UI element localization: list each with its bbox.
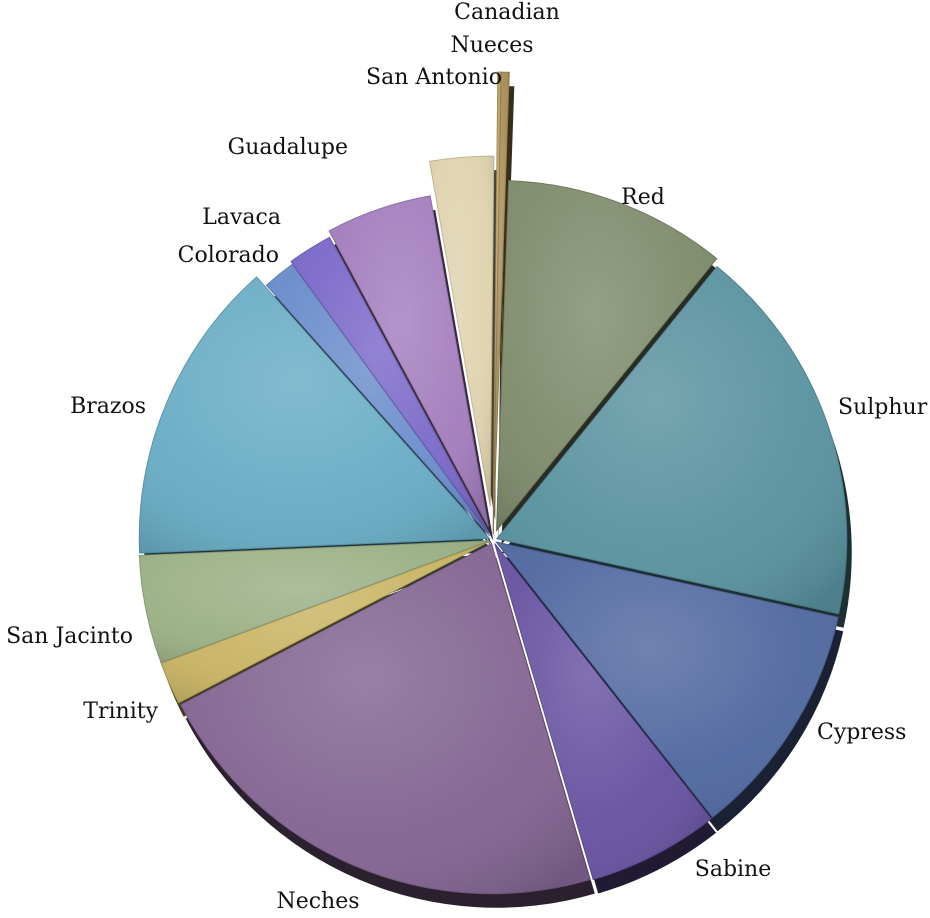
slice-gloss-sulphur	[496, 266, 847, 614]
slice-gloss-trinity	[161, 541, 490, 703]
label-san-antonio: San Antonio	[366, 65, 502, 90]
slice-gloss-red	[496, 180, 717, 531]
label-sabine: Sabine	[695, 857, 772, 882]
slice-gloss-san-antonio	[429, 156, 494, 507]
slice-gloss-canadian	[493, 72, 510, 534]
label-neches: Neches	[276, 889, 359, 914]
label-nueces: Nueces	[450, 33, 533, 58]
label-lavaca: Lavaca	[202, 205, 281, 230]
slices	[138, 71, 848, 895]
label-brazos: Brazos	[70, 394, 146, 419]
slice-gloss-lavaca	[291, 237, 489, 534]
label-colorado: Colorado	[178, 243, 279, 268]
slice-gloss-cypress	[496, 542, 839, 818]
label-san-jacinto: San Jacinto	[6, 624, 133, 649]
slice-gloss-san-jacinto	[139, 540, 490, 663]
label-guadalupe: Guadalupe	[228, 135, 348, 160]
label-sulphur: Sulphur	[838, 395, 928, 420]
slice-gloss-sabine	[494, 543, 712, 880]
label-red: Red	[621, 185, 665, 210]
slice-labels: Red Sulphur Cypress Sabine Neches Trinity San …	[6, 0, 928, 914]
slice-gloss-guadalupe	[329, 195, 489, 527]
label-canadian: Canadian	[454, 0, 560, 25]
label-cypress: Cypress	[817, 720, 906, 745]
slice-gloss-brazos	[139, 277, 490, 554]
label-trinity: Trinity	[83, 699, 158, 724]
slice-gloss-colorado	[266, 264, 490, 537]
slice-gloss-neches	[180, 543, 590, 894]
